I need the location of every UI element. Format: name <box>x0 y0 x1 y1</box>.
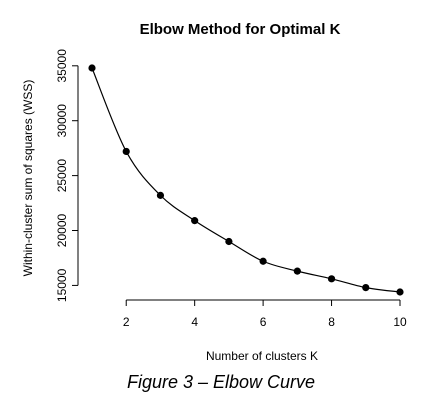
x-tick-label: 4 <box>191 315 198 329</box>
y-tick-label: 15000 <box>55 268 69 302</box>
data-point-k6 <box>259 257 267 265</box>
data-point-k9 <box>362 284 370 292</box>
data-point-k4 <box>191 217 199 225</box>
data-point-k1 <box>88 64 96 72</box>
y-tick-label: 35000 <box>55 49 69 83</box>
chart-title: Elbow Method for Optimal K <box>140 21 341 38</box>
y-tick-label: 30000 <box>55 104 69 138</box>
y-axis: 15000 20000 25000 30000 35000 <box>55 49 79 302</box>
data-point-k3 <box>156 191 165 199</box>
series-line-wss <box>91 67 401 293</box>
x-axis: 2 4 6 8 10 <box>123 299 407 329</box>
elbow-chart: Elbow Method for Optimal K 15000 20000 250… <box>21 21 407 363</box>
data-point-k5 <box>225 237 233 246</box>
x-tick-label: 10 <box>393 315 407 329</box>
data-points <box>88 64 404 296</box>
y-tick-label: 25000 <box>55 159 69 193</box>
data-point-k8 <box>327 275 336 283</box>
x-axis-label: Number of clusters K <box>206 349 318 363</box>
data-point-k7 <box>293 267 301 275</box>
data-point-k2 <box>122 147 130 156</box>
data-point-k10 <box>396 288 404 296</box>
x-tick-label: 6 <box>260 315 267 329</box>
y-tick-label: 20000 <box>55 214 69 248</box>
x-tick-label: 8 <box>328 315 335 329</box>
x-tick-label: 2 <box>123 315 130 329</box>
figure-caption: Figure 3 – Elbow Curve <box>126 372 316 392</box>
y-axis-label: Within-cluster sum of squares (WSS) <box>21 80 35 277</box>
